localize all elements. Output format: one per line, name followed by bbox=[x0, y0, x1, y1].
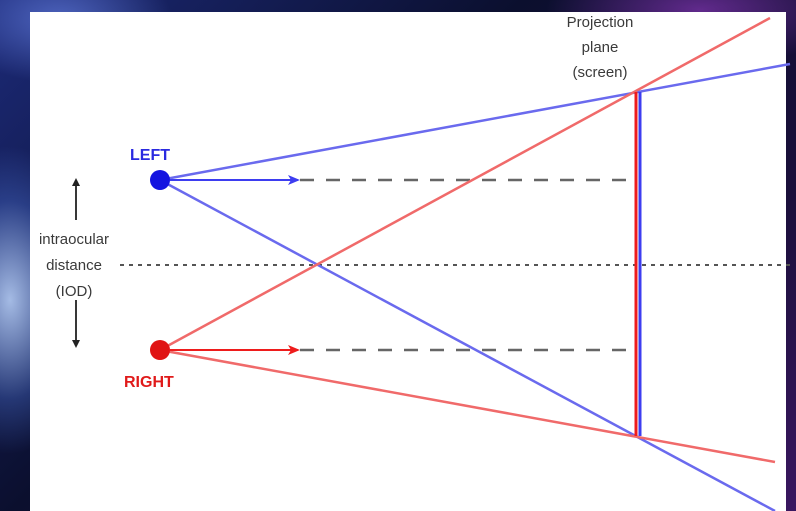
right-lower-ray bbox=[159, 348, 776, 464]
left-lower-ray bbox=[159, 178, 776, 511]
iod-label-line3: (IOD) bbox=[56, 283, 93, 300]
left-upper-ray bbox=[159, 62, 791, 182]
projection-label-line1: Projection bbox=[567, 14, 634, 31]
projection-label-line3: (screen) bbox=[572, 64, 627, 81]
iod-label-line2: distance bbox=[46, 257, 102, 274]
right-eye-label: RIGHT bbox=[124, 374, 174, 391]
right-eye-dot bbox=[150, 340, 170, 360]
projection-label-line2: plane bbox=[582, 39, 619, 56]
diagram-panel bbox=[30, 12, 786, 511]
left-eye-dot bbox=[150, 170, 170, 190]
right-upper-ray bbox=[159, 16, 771, 352]
left-eye-label: LEFT bbox=[130, 147, 170, 164]
iod-label-line1: intraocular bbox=[39, 231, 109, 248]
